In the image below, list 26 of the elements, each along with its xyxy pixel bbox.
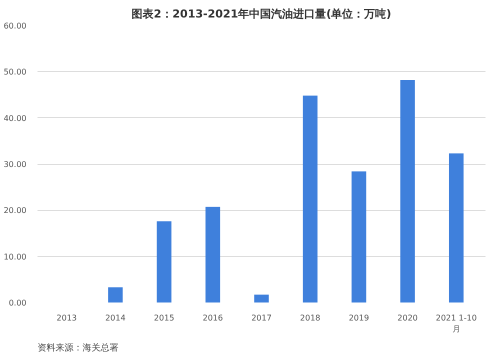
x-tick-label: 2019 [348,314,370,322]
bar [254,294,269,302]
x-tick-label: 2018 [300,314,320,322]
x-tick-label: 2017 [251,314,272,322]
y-tick-label: 10.00 [4,252,27,262]
y-tick-label: 40.00 [4,114,27,123]
x-tick-label: 2015 [154,314,174,322]
x-tick-label: 2020 [397,314,418,322]
text: 资料来源：海关总署 [38,342,118,354]
bar [206,206,220,302]
y-tick-label: 60.00 [4,22,27,30]
bar [156,221,172,302]
bar [448,153,464,302]
y-tick-label: 50.00 [4,68,27,77]
x-tick-label: 2013 [56,314,77,322]
bar [400,80,415,302]
x-tick-label: 2014 [105,314,126,322]
x-tick-label: 2016 [202,314,223,322]
bar [352,171,366,302]
x-tick-label: 2021 1-10月 [436,314,477,334]
y-tick-label: 20.00 [4,206,27,216]
y-tick-label: 30.00 [4,160,27,169]
bar [108,287,123,302]
bar [302,96,318,302]
y-tick-label: 0.00 [8,298,26,308]
chart-title: 图表2：2013-2021年中国汽油进口量(单位：万吨) [132,8,392,20]
